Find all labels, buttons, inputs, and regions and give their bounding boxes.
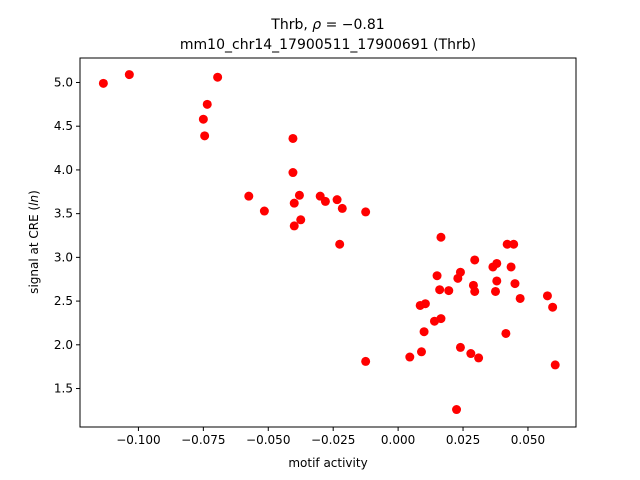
data-point [337,203,347,213]
data-point [294,190,304,200]
y-tick-label: 4.5 [54,119,73,133]
x-tick-label: −0.100 [116,433,160,447]
x-tick-label: −0.075 [181,433,225,447]
data-point [416,347,426,357]
data-point [492,258,502,268]
plot-frame [79,57,577,428]
data-point [542,291,552,301]
y-tick-label: 5.0 [54,75,73,89]
y-tick-label: 2.0 [54,338,73,352]
y-tick-label: 4.0 [54,163,73,177]
data-point [420,299,430,309]
x-tick-label: 0.050 [511,433,545,447]
data-point [361,356,371,366]
data-point [244,191,254,201]
data-point [550,360,560,370]
data-point [202,99,212,109]
x-axis-ticks: −0.100 −0.075 −0.050 −0.025 0.000 0.025 0.050 [116,427,545,447]
data-point [506,262,516,272]
y-tick-label: 2.5 [54,294,73,308]
chart-title-line2: mm10_chr14_17900511_17900691 (Thrb) [180,37,476,53]
x-tick-label: 0.000 [381,433,415,447]
data-point [198,114,208,124]
chart-title-line1: Thrb, ρ = −0.81 [270,17,384,33]
x-tick-label: −0.025 [311,433,355,447]
data-point [435,285,445,295]
data-point [444,286,454,296]
data-point [510,279,520,289]
data-point [289,198,299,208]
y-tick-label: 1.5 [54,382,73,396]
y-tick-label: 3.5 [54,207,73,221]
data-point [515,293,525,303]
data-point [436,314,446,324]
y-tick-label: 3.0 [54,250,73,264]
data-point [361,207,371,217]
data-point [474,353,484,363]
y-axis-label: signal at CRE (ln) [27,190,41,294]
data-point [436,232,446,242]
y-axis-ticks: 1.5 2.0 2.5 3.0 3.5 4.0 4.5 5.0 [54,75,80,396]
data-point [289,221,299,231]
x-tick-label: 0.025 [446,433,480,447]
data-point [320,196,330,206]
data-point [124,70,134,80]
data-point [492,276,502,286]
data-point [259,206,269,216]
data-point [490,286,500,296]
data-point [470,286,480,296]
x-tick-label: −0.050 [246,433,290,447]
data-point [200,131,210,141]
data-point [405,352,415,362]
data-point [288,133,298,143]
data-point [455,342,465,352]
data-point [501,328,511,338]
data-point [335,239,345,249]
data-point [213,72,223,82]
data-point [288,168,298,178]
data-point [296,215,306,225]
data-point [332,195,342,205]
data-points [98,70,560,415]
data-point [432,271,442,281]
data-point [466,349,476,359]
data-point [419,327,429,337]
data-point [502,239,512,249]
x-axis-label: motif activity [288,456,367,470]
data-point [452,405,462,415]
data-point [470,255,480,265]
data-point [509,239,519,249]
data-point [548,302,558,312]
data-point [455,267,465,277]
data-point [98,78,108,88]
